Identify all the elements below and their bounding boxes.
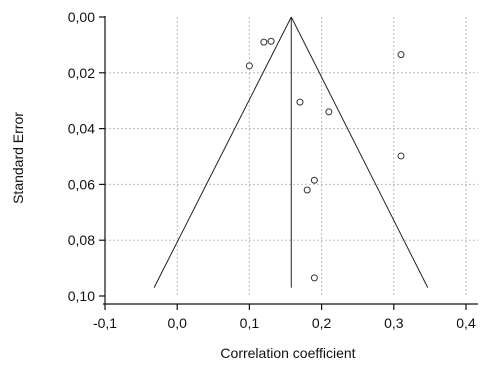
y-tick-label: 0,02 bbox=[68, 65, 95, 81]
funnel-left-line bbox=[153, 16, 292, 288]
tick-labels: 0,00 0,02 0,04 0,06 0,08 0,10 -0,1 0,0 0,1 0,2 0,3… bbox=[68, 9, 476, 331]
data-point bbox=[296, 98, 304, 106]
y-tick-label: 0,10 bbox=[68, 288, 95, 304]
x-tick-label: 0,1 bbox=[240, 315, 260, 331]
data-point bbox=[325, 108, 333, 116]
y-tick-label: 0,00 bbox=[68, 9, 95, 25]
axes bbox=[99, 16, 478, 310]
x-tick-label: -0,1 bbox=[93, 315, 117, 331]
data-point bbox=[303, 186, 311, 194]
x-tick-label: 0,4 bbox=[456, 315, 476, 331]
y-tick-label: 0,08 bbox=[68, 232, 95, 248]
data-points bbox=[245, 37, 405, 282]
data-point bbox=[260, 38, 268, 46]
y-axis-label: Standard Error bbox=[10, 112, 26, 204]
data-point bbox=[310, 274, 318, 282]
data-point bbox=[267, 37, 275, 45]
x-tick-label: 0,2 bbox=[312, 315, 332, 331]
funnel-lines bbox=[153, 16, 429, 288]
x-tick-label: 0,3 bbox=[384, 315, 404, 331]
x-axis-label: Correlation coefficient bbox=[220, 345, 355, 361]
grid-lines bbox=[105, 17, 478, 296]
data-point bbox=[397, 152, 405, 160]
data-point bbox=[245, 62, 253, 70]
data-point bbox=[397, 51, 405, 59]
y-tick-label: 0,04 bbox=[68, 121, 95, 137]
funnel-right-line bbox=[290, 16, 429, 288]
data-point bbox=[310, 176, 318, 184]
x-tick-label: 0,0 bbox=[167, 315, 187, 331]
y-tick-label: 0,06 bbox=[68, 176, 95, 192]
